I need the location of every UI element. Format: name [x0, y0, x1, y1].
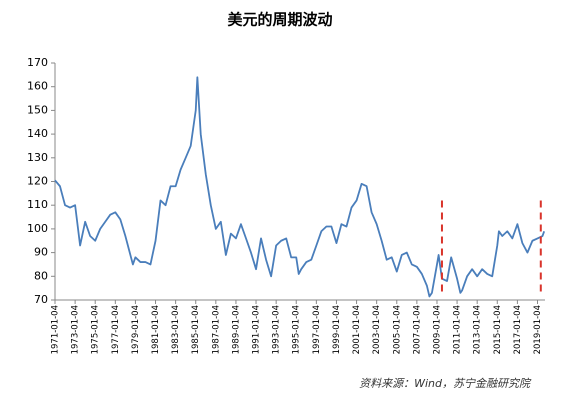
x-tick-label: 2011-01-04: [453, 305, 463, 354]
y-tick-label: 120: [27, 175, 48, 188]
y-tick-label: 100: [27, 222, 48, 235]
x-tick-label: 2015-01-04: [493, 305, 503, 354]
x-tick-label: 2003-01-04: [372, 305, 382, 354]
data-line: [54, 76, 546, 298]
y-tick-label: 150: [27, 103, 48, 116]
y-tick-label: 130: [27, 151, 48, 164]
x-tick-label: 2017-01-04: [513, 305, 523, 354]
x-tick-label: 1985-01-04: [191, 305, 201, 354]
x-tick-label: 1979-01-04: [131, 305, 141, 354]
x-tick-label: 2013-01-04: [473, 305, 483, 354]
x-tick-label: 2019-01-04: [533, 305, 543, 354]
x-tick-label: 1975-01-04: [91, 305, 101, 354]
x-tick-label: 1997-01-04: [312, 305, 322, 354]
y-tick-label: 80: [34, 269, 48, 282]
x-tick-label: 1995-01-04: [292, 305, 302, 354]
source-note: 资料来源：Wind，苏宁金融研究院: [359, 377, 532, 390]
y-tick-label: 90: [34, 246, 48, 259]
x-tick-label: 2009-01-04: [432, 305, 442, 354]
x-tick-label: 2001-01-04: [352, 305, 362, 354]
x-tick-label: 1993-01-04: [272, 305, 282, 354]
x-tick-label: 1989-01-04: [231, 305, 241, 354]
y-tick-label: 160: [27, 80, 48, 93]
y-tick-label: 170: [27, 56, 48, 69]
x-tick-label: 1983-01-04: [171, 305, 181, 354]
x-tick-label: 1977-01-04: [111, 305, 121, 354]
chart-title: 美元的周期波动: [227, 11, 332, 29]
y-tick-label: 70: [34, 293, 48, 306]
y-tick-label: 110: [27, 198, 48, 211]
x-tick-label: 2005-01-04: [392, 305, 402, 354]
x-tick-label: 1973-01-04: [71, 305, 81, 354]
x-tick-label: 1987-01-04: [211, 305, 221, 354]
x-tick-label: 1971-01-04: [51, 305, 61, 354]
y-tick-label: 140: [27, 127, 48, 140]
x-tick-label: 1999-01-04: [332, 305, 342, 354]
x-tick-label: 1991-01-04: [252, 305, 262, 354]
x-tick-label: 1981-01-04: [151, 305, 161, 354]
x-tick-label: 2007-01-04: [412, 305, 422, 354]
